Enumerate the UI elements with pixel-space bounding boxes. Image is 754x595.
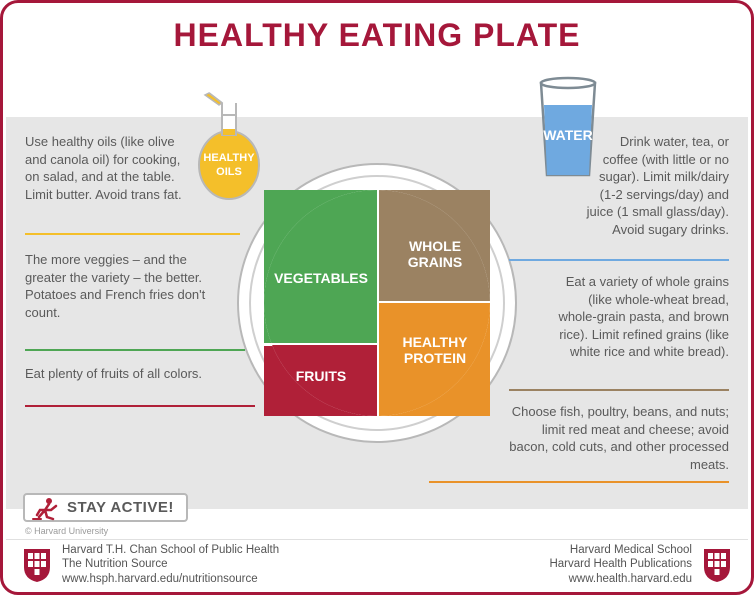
copyright-text: © Harvard University [25,526,108,536]
footer-left: Harvard T.H. Chan School of Public Healt… [22,543,279,586]
footer-left-2: The Nutrition Source [62,557,279,571]
harvard-shield-right-icon [702,547,732,583]
rule-grains [509,389,729,391]
callout-vegetables: The more veggies – and the greater the v… [25,251,210,321]
callout-grains: Eat a variety of whole grains (like whol… [549,273,729,361]
plate: VEGETABLES WHOLE GRAINS HEALTHY PROTEIN … [237,163,517,443]
rule-water [509,259,729,261]
plate-sections: VEGETABLES WHOLE GRAINS HEALTHY PROTEIN … [261,187,493,419]
rule-vegetables [25,349,245,351]
label-protein-2: PROTEIN [404,350,466,366]
footer-right-2: Harvard Health Publications [549,557,692,571]
footer-right: Harvard Medical School Harvard Health Pu… [549,543,732,586]
harvard-shield-left-icon [22,547,52,583]
runner-icon [31,497,61,521]
footer: Harvard T.H. Chan School of Public Healt… [6,539,748,589]
label-grains-2: GRAINS [408,254,462,270]
main-title: HEALTHY EATING PLATE [3,3,751,54]
stay-active-badge: STAY ACTIVE! [23,493,188,522]
infographic-frame: HEALTHY EATING PLATE HEALTHY OILS WATER [0,0,754,595]
stay-active-text: STAY ACTIVE! [67,499,174,516]
rule-oils [25,233,240,235]
callout-protein: Choose fish, poultry, beans, and nuts; l… [509,403,729,473]
rule-fruits [25,405,255,407]
label-vegetables: VEGETABLES [274,270,368,286]
label-grains-1: WHOLE [409,238,461,254]
rule-protein [429,481,729,483]
label-fruits: FRUITS [296,368,347,384]
footer-right-3: www.health.harvard.edu [549,572,692,586]
footer-right-1: Harvard Medical School [549,543,692,557]
callout-oils: Use healthy oils (like olive and canola … [25,133,190,203]
callout-water: Drink water, tea, or coffee (with little… [584,133,729,238]
label-protein-1: HEALTHY [402,334,468,350]
callout-fruits: Eat plenty of fruits of all colors. [25,365,225,383]
footer-left-3: www.hsph.harvard.edu/nutritionsource [62,572,279,586]
footer-left-1: Harvard T.H. Chan School of Public Healt… [62,543,279,557]
